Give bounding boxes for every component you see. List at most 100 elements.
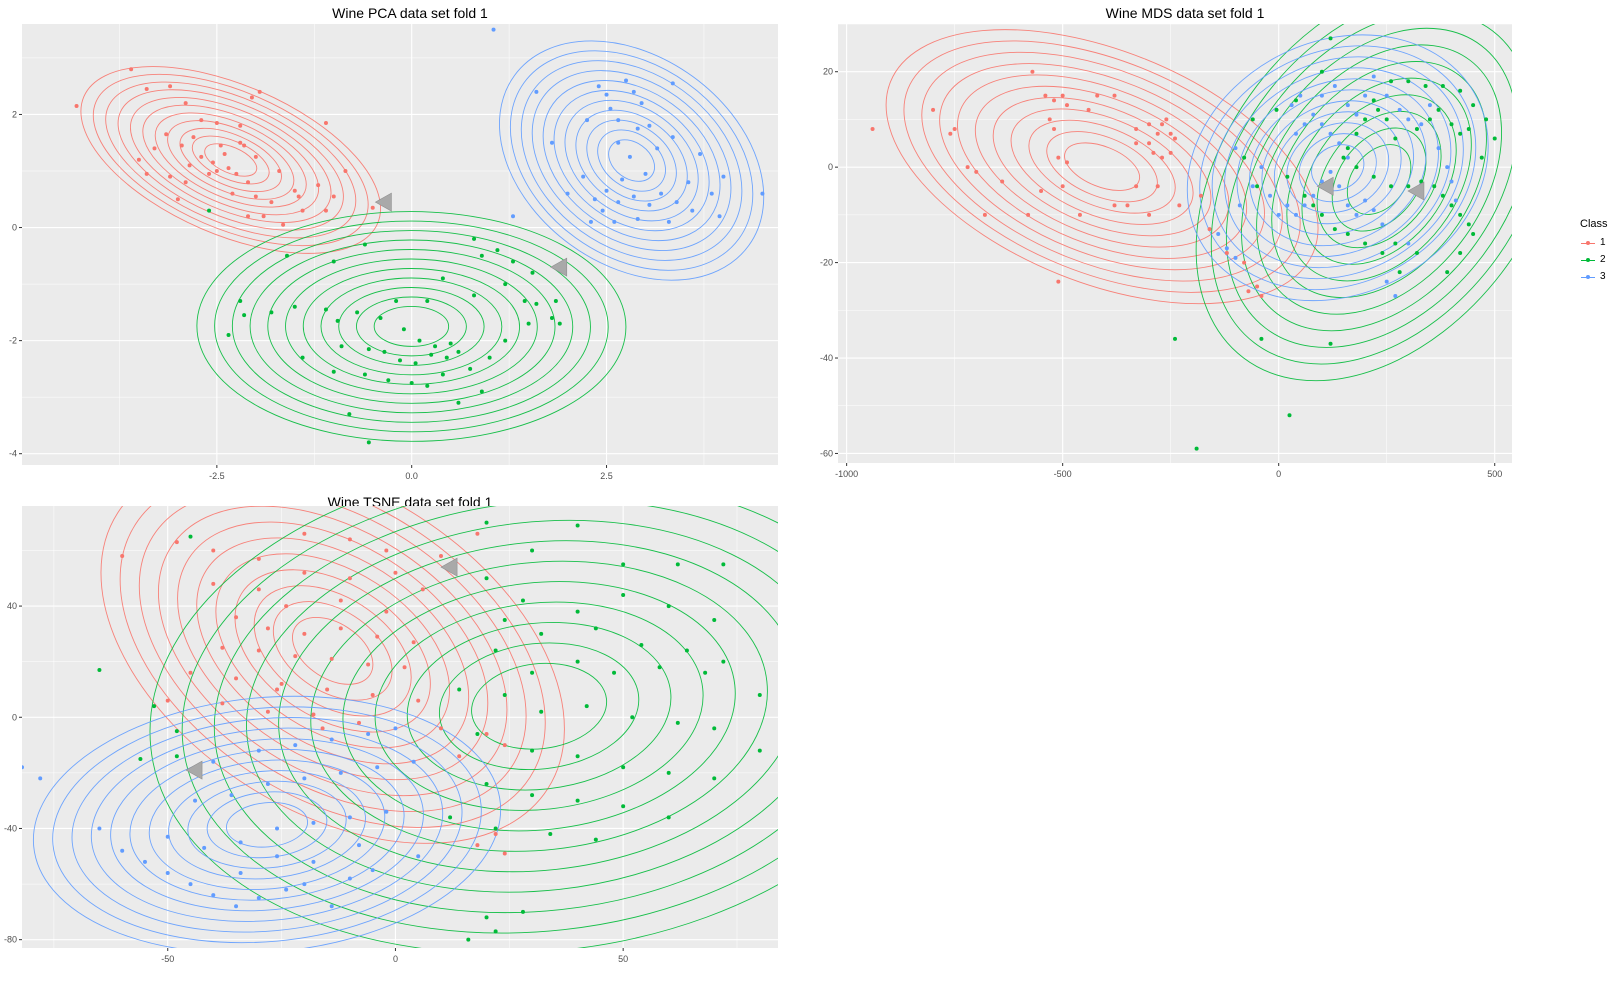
data-point-class-3 (620, 177, 625, 182)
data-point-class-3 (631, 89, 636, 94)
data-point-class-2 (433, 344, 438, 349)
data-point-class-2 (1484, 117, 1489, 122)
density-contour (226, 802, 309, 848)
data-point-class-3 (534, 89, 539, 94)
points-layer (22, 520, 762, 942)
data-point-class-1 (230, 191, 235, 196)
data-point-class-2 (721, 659, 726, 664)
density-contour (292, 617, 374, 685)
data-point-class-3 (1406, 117, 1411, 122)
data-point-class-3 (329, 737, 334, 742)
data-point-class-2 (440, 276, 445, 281)
data-point-class-3 (1371, 74, 1376, 79)
data-point-class-2 (530, 670, 535, 675)
data-point-class-3 (624, 78, 629, 83)
data-point-class-1 (152, 146, 157, 151)
data-point-class-1 (1112, 203, 1117, 208)
data-point-class-3 (284, 887, 289, 892)
density-contour (154, 112, 307, 208)
density-contour (1331, 127, 1427, 232)
data-point-class-2 (593, 837, 598, 842)
data-point-class-1 (214, 120, 219, 125)
density-contour (177, 521, 489, 781)
data-point-class-3 (717, 214, 722, 219)
data-point-class-1 (300, 208, 305, 213)
legend-label-2: 2 (1600, 254, 1606, 265)
density-contour (138, 506, 527, 812)
data-point-class-2 (530, 270, 535, 275)
triangle-marker (1316, 176, 1334, 196)
density-contour (1225, 24, 1512, 348)
data-point-class-3 (165, 834, 170, 839)
data-point-class-1 (211, 581, 216, 586)
density-contour (149, 506, 778, 948)
data-point-class-2 (484, 915, 489, 920)
data-point-class-2 (484, 520, 489, 525)
data-point-class-1 (253, 154, 258, 159)
data-point-class-2 (138, 756, 143, 761)
data-point-class-2 (575, 523, 580, 528)
data-point-class-2 (1449, 203, 1454, 208)
data-point-class-1 (296, 194, 301, 199)
data-point-class-1 (302, 631, 307, 636)
density-contour (1211, 56, 1464, 280)
data-point-class-1 (1160, 122, 1165, 127)
density-contour (119, 506, 546, 828)
data-point-class-1 (1160, 155, 1165, 160)
data-point-class-2 (520, 598, 525, 603)
data-point-class-2 (174, 729, 179, 734)
density-contour (974, 85, 1230, 248)
data-point-class-2 (1332, 227, 1337, 232)
data-point-class-3 (370, 868, 375, 873)
data-point-class-1 (948, 131, 953, 136)
data-point-class-1 (384, 609, 389, 614)
data-point-class-1 (370, 693, 375, 698)
data-point-class-2 (1194, 446, 1199, 451)
data-point-class-1 (129, 67, 134, 72)
data-point-class-2 (1311, 203, 1316, 208)
data-point-class-1 (174, 540, 179, 545)
tsne-chart-svg: -50 0 50 -80 -40 0 40 (4, 506, 778, 964)
data-point-class-2 (398, 358, 402, 363)
data-point-class-2 (269, 310, 274, 315)
data-point-class-2 (522, 299, 527, 304)
density-contour (215, 553, 450, 749)
data-point-class-3 (293, 743, 298, 748)
data-point-class-2 (484, 576, 489, 581)
data-point-class-3 (256, 748, 261, 753)
density-contour (168, 770, 366, 880)
data-point-class-3 (1406, 241, 1411, 246)
data-point-class-3 (686, 180, 691, 185)
density-contour (1028, 119, 1176, 214)
data-point-class-2 (534, 301, 539, 306)
data-point-class-2 (621, 765, 626, 770)
data-point-class-2 (284, 253, 289, 258)
data-point-class-1 (265, 709, 270, 714)
data-point-class-1 (1134, 184, 1139, 189)
data-point-class-2 (1393, 241, 1398, 246)
data-point-class-2 (575, 659, 580, 664)
data-point-class-3 (616, 200, 621, 205)
density-contour (992, 97, 1212, 237)
data-point-class-1 (316, 183, 321, 188)
data-point-class-3 (393, 726, 398, 731)
data-point-class-3 (1380, 222, 1385, 227)
density-contour (234, 569, 431, 733)
data-point-class-3 (229, 793, 234, 798)
density-contour (542, 80, 721, 242)
data-point-class-3 (302, 882, 307, 887)
data-point-class-2 (448, 815, 453, 820)
data-point-class-2 (394, 299, 399, 304)
data-point-class-1 (1147, 141, 1152, 146)
data-point-class-3 (1337, 141, 1342, 146)
y-tick-label: 0 (12, 223, 17, 233)
data-point-class-3 (275, 826, 280, 831)
data-point-class-1 (256, 587, 261, 592)
data-point-class-2 (1389, 79, 1394, 84)
data-point-class-1 (438, 726, 443, 731)
density-contour (1224, 67, 1452, 269)
data-point-class-2 (475, 731, 480, 736)
data-point-class-2 (1479, 155, 1484, 160)
data-point-class-2 (1458, 212, 1463, 217)
data-point-class-1 (218, 143, 223, 148)
